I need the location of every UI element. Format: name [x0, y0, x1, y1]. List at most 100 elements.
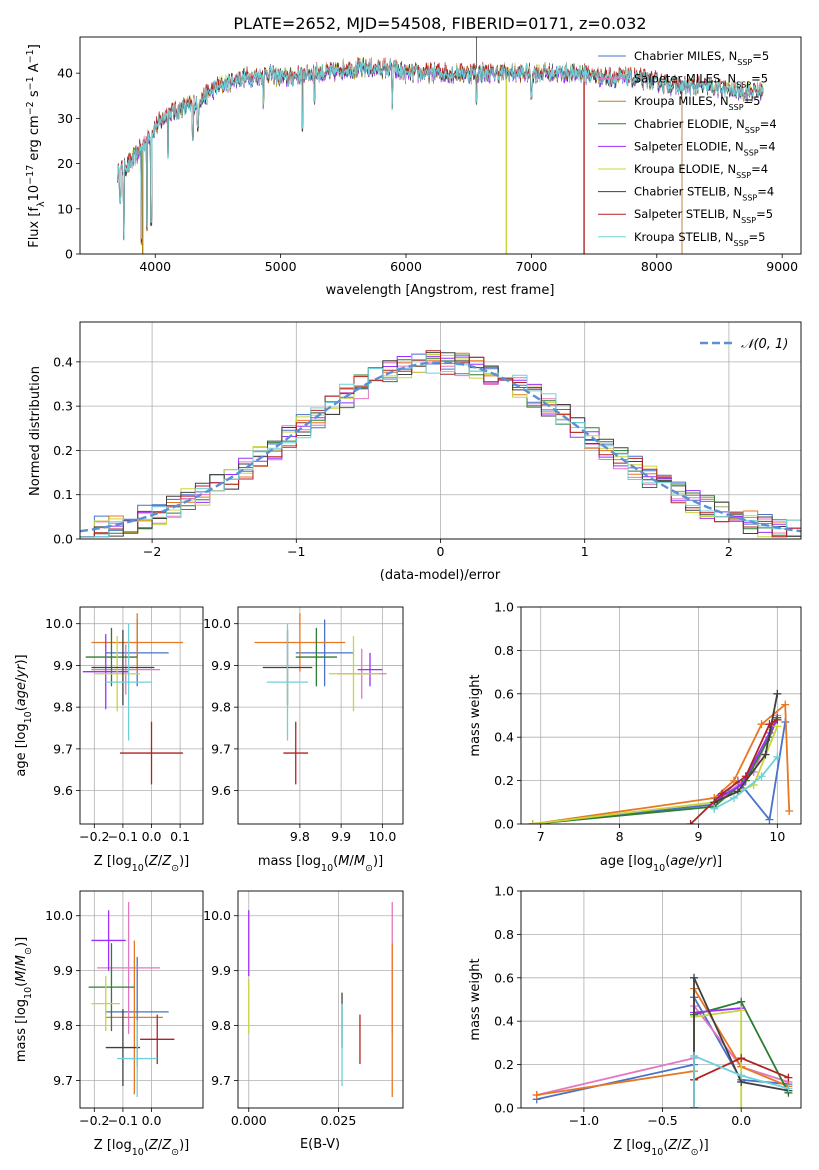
- plot-area: [117, 37, 764, 254]
- plot-area: [248, 901, 393, 1098]
- spectrum-series-line: [117, 58, 764, 241]
- y-tick-label: 9.8: [53, 1018, 73, 1033]
- y-tick-label: 0.2: [494, 1057, 514, 1072]
- weight-point: [737, 1071, 746, 1080]
- legend-label: Kroupa ELODIE, NSSP=4: [634, 162, 768, 180]
- x-tick-label: −0.1: [108, 829, 138, 844]
- x-axis-label: Z [log10(Z/Z⊙)]: [94, 1138, 189, 1158]
- weight-point: [690, 1051, 699, 1060]
- legend-label: Chabrier ELODIE, NSSP=4: [634, 117, 777, 135]
- x-tick-label: 9.9: [331, 829, 351, 844]
- plot-area: [254, 613, 387, 785]
- y-tick-label: 0.0: [53, 532, 73, 547]
- x-tick-label: 6000: [390, 259, 422, 274]
- panel-age-vs-mass: 9.8 9.9 10.0 9.6 9.7 9.8 9.9 10.0 mass [log10(M/…: [203, 606, 404, 874]
- axes-frame: [79, 36, 802, 255]
- plot-area: [532, 973, 793, 1108]
- figure-title: PLATE=2652, MJD=54508, FIBERID=0171, z=0…: [233, 14, 646, 33]
- x-axis-label: (data-model)/error: [380, 568, 501, 583]
- x-tick-label: 9.8: [290, 829, 310, 844]
- y-tick-label: 1.0: [494, 884, 514, 899]
- y-tick-label: 10.0: [45, 616, 73, 631]
- y-tick-label: 9.8: [211, 700, 231, 715]
- y-tick-label: 0.8: [494, 643, 514, 658]
- panel-mass-vs-Z: −0.2−0.1 0.0 9.7 9.8 9.9 10.0 Z [log10(Z/Z⊙)] m…: [14, 890, 204, 1158]
- x-tick-label: 7000: [516, 259, 548, 274]
- x-tick-label: 0.000: [231, 1113, 267, 1128]
- weight-point: [710, 804, 719, 813]
- y-tick-label: 10: [57, 201, 73, 216]
- weight-point: [528, 820, 537, 824]
- legend-label: 𝒩(0, 1): [741, 337, 788, 352]
- weight-point: [784, 1073, 793, 1082]
- legend-label: Chabrier STELIB, NSSP=4: [634, 185, 774, 203]
- y-tick-label: 0.6: [494, 970, 514, 985]
- legend-label: Kroupa MILES, NSSP=5: [634, 94, 760, 112]
- x-tick-label: 10: [769, 829, 785, 844]
- x-tick-label: −0.1: [108, 1113, 138, 1128]
- plot-area: [82, 613, 183, 785]
- y-tick-label: 9.7: [211, 1073, 231, 1088]
- weight-point: [729, 793, 738, 802]
- y-tick-label: 10.0: [203, 616, 231, 631]
- x-axis-label: Z [log10(Z/Z⊙)]: [613, 1138, 708, 1158]
- panel-spectrum: 4000 5000 6000 7000 8000 9000 0 10 20 30 40 wavelen…: [25, 36, 802, 298]
- y-tick-label: 20: [57, 156, 73, 171]
- x-tick-label: 9000: [766, 259, 798, 274]
- weight-point: [718, 789, 727, 798]
- plot-background: [80, 607, 203, 824]
- weight-point: [765, 720, 774, 729]
- x-axis-label: mass [log10(M/M⊙)]: [258, 854, 383, 874]
- y-axis-label: age [log10(age/yr)]: [14, 654, 34, 776]
- plot-background: [521, 607, 801, 824]
- x-tick-label: 8000: [641, 259, 673, 274]
- x-tick-label: 0: [437, 544, 445, 559]
- legend-label: Salpeter ELODIE, NSSP=4: [634, 139, 776, 157]
- weight-point: [737, 1006, 746, 1015]
- legend-label: Chabrier MILES, NSSP=5: [634, 49, 769, 67]
- legend-label: Kroupa STELIB, NSSP=5: [634, 230, 765, 248]
- plot-area: [88, 901, 175, 1098]
- weight-point: [690, 973, 699, 982]
- y-tick-label: 0.2: [53, 443, 73, 458]
- weight-point: [741, 772, 750, 781]
- y-tick-label: 0.3: [53, 399, 73, 414]
- x-tick-label: 5000: [265, 259, 297, 274]
- plot-area: [80, 350, 801, 538]
- weight-point: [737, 1054, 746, 1063]
- y-tick-label: 9.6: [211, 783, 231, 798]
- panel-residuals: −2 −1 0 1 2 0.0 0.1 0.2 0.3 0.4 (data-model)/error…: [28, 321, 802, 583]
- x-tick-label: −0.5: [647, 1113, 677, 1128]
- panel-mass-vs-ebv: 0.000 0.025 9.7 9.8 9.9 10.0: [203, 890, 404, 1128]
- weight-point: [773, 752, 782, 761]
- y-tick-label: 9.9: [211, 658, 231, 673]
- y-axis-label: mass weight: [468, 674, 483, 756]
- weight-series-line: [532, 703, 791, 824]
- y-axis-label: mass [log10(M/M⊙)]: [14, 937, 34, 1062]
- weight-point: [757, 720, 766, 729]
- x-tick-label: 0.0: [142, 829, 162, 844]
- x-tick-label: 9: [694, 829, 702, 844]
- y-tick-label: 10.0: [203, 908, 231, 923]
- y-tick-label: 9.6: [53, 783, 73, 798]
- plot-area: [528, 689, 794, 824]
- axes-frame: [237, 890, 404, 1109]
- y-tick-label: 0.6: [494, 686, 514, 701]
- plot-background: [80, 891, 203, 1108]
- x-axis-label: age [log10(age/yr)]: [600, 854, 722, 874]
- weight-point: [784, 1084, 793, 1093]
- y-tick-label: 0: [65, 247, 73, 262]
- weight-point: [785, 806, 794, 815]
- x-tick-label: 0.0: [142, 1113, 162, 1128]
- x-tick-label: −1: [287, 544, 305, 559]
- histogram-series: [80, 350, 801, 538]
- y-tick-label: 0.2: [494, 773, 514, 788]
- x-tick-label: 7: [537, 829, 545, 844]
- weight-point: [686, 820, 695, 824]
- x-axis-label: E(B-V): [300, 1137, 340, 1152]
- y-tick-label: 9.9: [211, 963, 231, 978]
- y-tick-label: 9.8: [53, 700, 73, 715]
- y-tick-label: 0.0: [494, 817, 514, 832]
- legend: Chabrier MILES, NSSP=5 Salpeter MILES, NS…: [598, 49, 777, 247]
- y-tick-label: 0.0: [494, 1101, 514, 1116]
